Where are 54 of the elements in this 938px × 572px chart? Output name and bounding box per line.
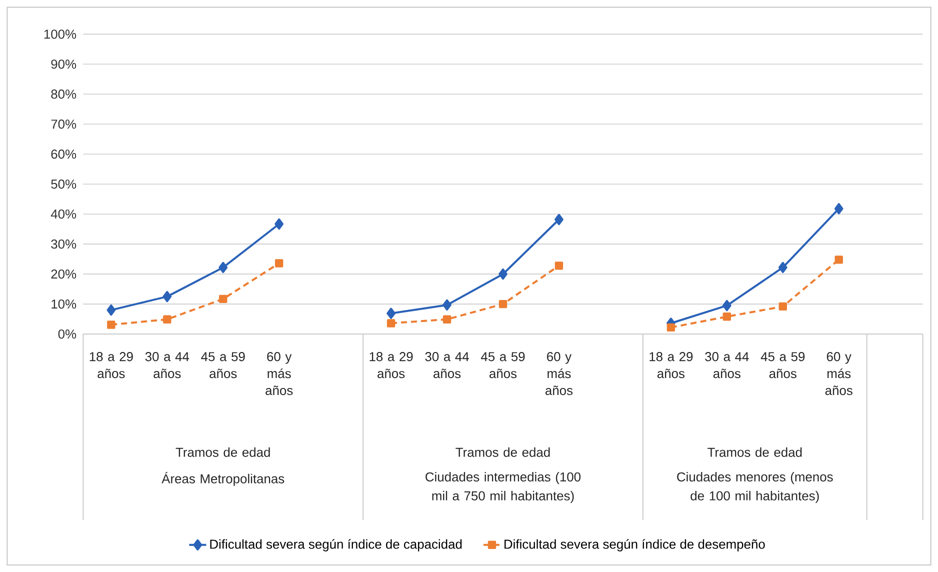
text: Tramos de edad — [176, 447, 270, 457]
y-tick-label: 100% — [44, 30, 76, 39]
x-tick-label: 18 a 29 años — [90, 352, 133, 378]
point — [162, 290, 172, 302]
point — [554, 262, 564, 270]
y-tick-label: 40% — [50, 209, 76, 219]
point — [274, 218, 284, 230]
point — [722, 300, 732, 312]
point — [106, 304, 116, 316]
point — [442, 315, 452, 324]
point — [778, 302, 787, 310]
point — [274, 259, 284, 268]
point — [107, 320, 116, 329]
x-tick-label: 45 a 59 años — [480, 352, 525, 378]
x-tick-label: 60 y más años — [545, 352, 573, 396]
y-tick-label: 90% — [51, 60, 76, 69]
x-tick-label: 45 a 59 años — [201, 352, 245, 378]
point — [498, 268, 508, 280]
point — [554, 214, 564, 226]
x-tick-label: 60 y más años — [266, 352, 293, 396]
point — [834, 256, 843, 264]
text: Áreas Metropolitanas — [162, 472, 284, 486]
y-tick-label: 80% — [51, 90, 76, 99]
y-tick-label: 50% — [51, 179, 76, 189]
text: Tramos de edad — [708, 447, 802, 457]
x-tick-label: 45 a 59 años — [760, 352, 805, 378]
x-tick-label: 18 a 29 años — [370, 352, 413, 378]
point — [722, 312, 731, 321]
point — [163, 315, 172, 324]
y-tick-label: 30% — [51, 239, 76, 249]
x-tick-label: 30 a 44 años — [705, 352, 749, 378]
legend-label: Dificultad severa según índice de capacidad — [210, 539, 462, 552]
point — [386, 319, 396, 328]
x-tick-label: 60 y más años — [825, 352, 852, 396]
y-tick-label: 10% — [52, 299, 76, 309]
legend-label: Dificultad severa según índice de desempeño — [504, 539, 765, 552]
text: Ciudades intermedias (100 mil a 750 mil habitantes) — [426, 472, 581, 503]
y-tick-label: 60% — [51, 149, 76, 159]
point — [219, 294, 228, 303]
text: Ciudades menores (menos de 100 mil habitantes) — [677, 472, 833, 503]
point — [778, 262, 788, 274]
x-tick-label: 30 a 44 años — [145, 352, 190, 378]
point — [218, 262, 228, 274]
x-tick-label: 30 a 44 años — [425, 352, 469, 378]
point — [666, 323, 676, 332]
y-tick-label: 20% — [51, 269, 76, 279]
y-tick-label: 70% — [51, 119, 76, 129]
x-tick-label: 18 a 29 años — [650, 352, 693, 378]
point — [386, 308, 396, 319]
point — [498, 300, 508, 308]
y-tick-label: 0% — [58, 329, 76, 339]
point — [834, 203, 844, 214]
text: Tramos de edad — [456, 447, 550, 457]
point — [442, 299, 452, 310]
